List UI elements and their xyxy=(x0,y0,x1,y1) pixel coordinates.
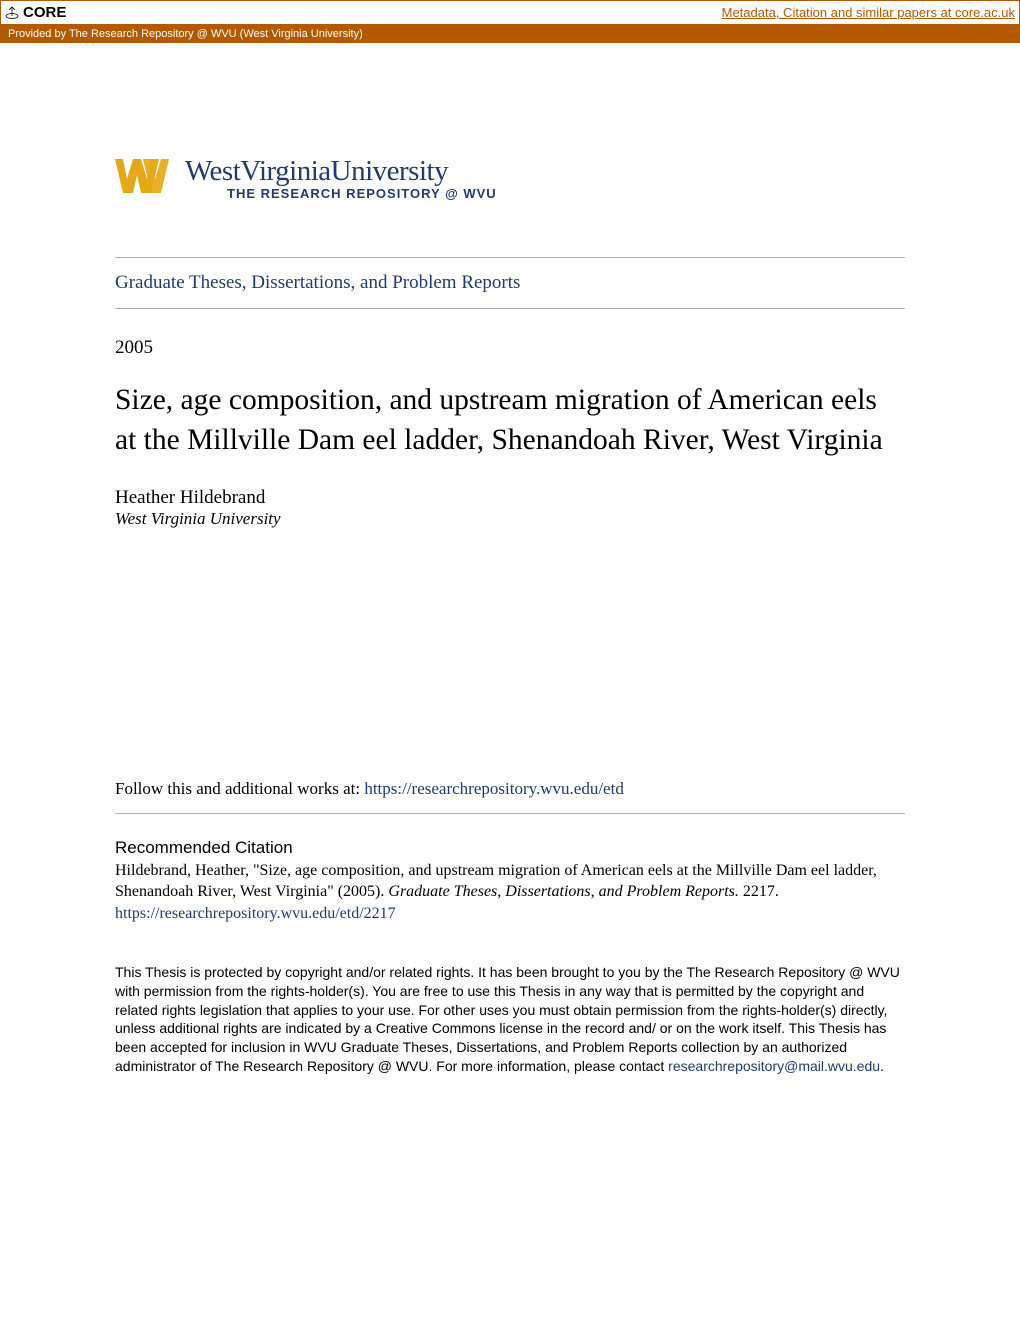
recommended-citation-heading: Recommended Citation xyxy=(115,814,905,858)
author-name: Heather Hildebrand xyxy=(115,487,905,509)
collection-link[interactable]: Graduate Theses, Dissertations, and Prob… xyxy=(115,258,905,308)
core-icon xyxy=(5,3,19,22)
copyright-after: . xyxy=(880,1058,884,1074)
follow-prefix: Follow this and additional works at: xyxy=(115,779,364,798)
wv-logo-icon xyxy=(115,153,173,202)
publication-year: 2005 xyxy=(115,309,905,359)
core-brand-text: CORE xyxy=(23,4,66,21)
contact-email-link[interactable]: researchrepository@mail.wvu.edu xyxy=(668,1058,880,1074)
repository-tagline: THE RESEARCH REPOSITORY @ WVU xyxy=(227,186,497,201)
copyright-notice: This Thesis is protected by copyright an… xyxy=(115,963,905,1076)
provided-by-bar: Provided by The Research Repository @ WV… xyxy=(0,25,1020,43)
citation-url-link[interactable]: https://researchrepository.wvu.edu/etd/2… xyxy=(115,905,905,923)
provided-by-text: Provided by The Research Repository @ WV… xyxy=(8,28,363,40)
follow-link[interactable]: https://researchrepository.wvu.edu/etd xyxy=(364,779,624,798)
author-block: Heather Hildebrand West Virginia Univers… xyxy=(115,487,905,529)
core-metadata-link[interactable]: Metadata, Citation and similar papers at… xyxy=(722,5,1015,20)
citation-series: Graduate Theses, Dissertations, and Prob… xyxy=(388,883,739,900)
recommended-citation-text: Hildebrand, Heather, "Size, age composit… xyxy=(115,860,905,903)
core-brand: CORE xyxy=(5,3,66,22)
logo-text-block: WestVirginiaUniversity THE RESEARCH REPO… xyxy=(185,155,497,201)
follow-block: Follow this and additional works at: htt… xyxy=(115,779,905,813)
citation-after: 2217. xyxy=(739,883,779,900)
wvu-logo-block: WestVirginiaUniversity THE RESEARCH REPO… xyxy=(115,153,905,202)
page-content: WestVirginiaUniversity THE RESEARCH REPO… xyxy=(0,43,1020,1106)
core-top-bar: CORE Metadata, Citation and similar pape… xyxy=(0,0,1020,25)
document-title: Size, age composition, and upstream migr… xyxy=(115,381,905,461)
university-name: WestVirginiaUniversity xyxy=(185,155,497,188)
author-affiliation: West Virginia University xyxy=(115,509,905,529)
